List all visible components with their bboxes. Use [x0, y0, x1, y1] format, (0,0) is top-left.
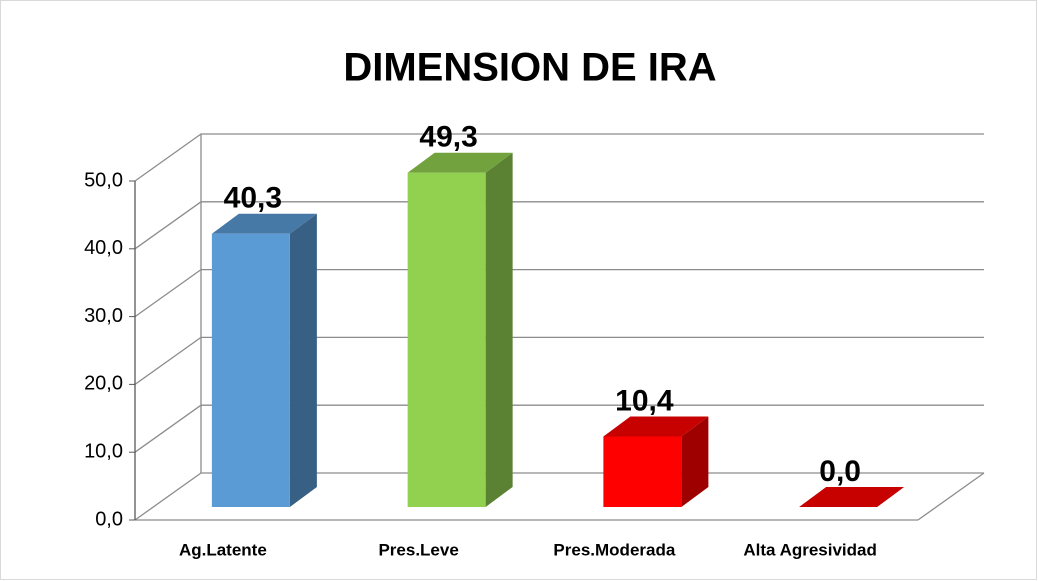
bar — [603, 436, 682, 507]
bar-side — [485, 152, 513, 507]
x-tick-label: Pres.Moderada — [553, 540, 675, 559]
value-label: 40,3 — [224, 182, 282, 215]
bar-side — [681, 416, 709, 507]
x-tick-label: Pres.Leve — [378, 540, 458, 559]
floor-right — [917, 472, 985, 521]
bar-top — [603, 416, 709, 437]
value-label: 10,4 — [615, 384, 674, 417]
y-tick-label: 40,0 — [84, 237, 123, 259]
value-label: 0,0 — [819, 455, 861, 488]
x-tick-label: Ag.Latente — [179, 540, 267, 559]
bar-top — [407, 152, 513, 173]
y-tick-label: 0,0 — [95, 508, 123, 530]
bar — [407, 172, 486, 507]
y-tick-label: 50,0 — [84, 169, 123, 191]
y-tick-label: 30,0 — [84, 305, 123, 327]
bar-side — [289, 213, 317, 508]
x-tick-label: Alta Agresividad — [743, 540, 877, 559]
y-tick-label: 20,0 — [84, 373, 123, 395]
bar-top — [211, 213, 317, 234]
bar — [211, 233, 290, 508]
chart-title: DIMENSION DE IRA — [343, 46, 716, 90]
value-label: 49,3 — [419, 121, 477, 154]
y-tick-label: 10,0 — [84, 440, 123, 462]
bar-top — [799, 487, 905, 507]
